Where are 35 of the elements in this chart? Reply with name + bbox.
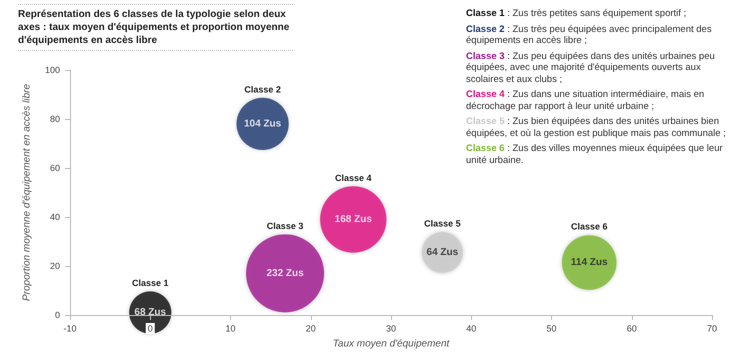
data-label: 64 Zus xyxy=(426,247,459,258)
y-tick-label: 100 xyxy=(44,65,60,75)
data-label: 232 Zus xyxy=(266,268,304,279)
series-label: Classe 4 xyxy=(335,172,372,183)
x-tick-label: -10 xyxy=(63,324,77,334)
x-tick-label: 10 xyxy=(225,324,236,334)
x-tick-label: 70 xyxy=(706,324,718,334)
x-tick-label: 40 xyxy=(466,324,476,334)
series-label: Classe 3 xyxy=(266,220,304,231)
data-label: 114 Zus xyxy=(570,257,608,268)
text: Classe 1 : Zus très petites sans équipement sportif ; xyxy=(466,8,686,19)
text: Classe 2 : Zus très peu équipées avec principalement des équipements en accès libre ; xyxy=(466,24,712,46)
y-tick-label: 0 xyxy=(54,310,60,320)
y-tick-label: 60 xyxy=(50,163,60,173)
annotation: Classe 3 : Zus peu équipées dans des unités urbaines peu équipées, avec une majorité d'équipements ouverts aux scolaires et aux clubs ; xyxy=(466,50,715,84)
x-tick-label: 0 xyxy=(148,324,153,334)
data-label: 168 Zus xyxy=(334,214,372,225)
chart-title: Représentation des 6 classes de la typologie selon deux axes : taux moyen d'équipements et proportion moyenne d'équipements en accès libre xyxy=(18,4,293,51)
x-tick-label: 20 xyxy=(306,324,316,334)
annotation: Classe 4 : Zus dans une situation intermédiaire, mais en décrochage par rapport à leur unité urbaine ; xyxy=(466,89,704,112)
x-tick-label: 60 xyxy=(626,324,637,334)
x-tick-label: 50 xyxy=(546,324,557,334)
series-label: Classe 5 xyxy=(424,218,461,229)
y-tick-label: 20 xyxy=(50,261,60,271)
x-tick-label: 30 xyxy=(386,324,396,334)
y-tick-label: 80 xyxy=(50,114,60,124)
data-label: 68 Zus xyxy=(134,307,167,318)
data-label: 104 Zus xyxy=(244,118,282,130)
series-label: Classe 2 xyxy=(244,84,281,94)
series-label: Classe 1 xyxy=(132,278,169,288)
y-tick-label: 40 xyxy=(50,212,60,222)
series-label: Classe 6 xyxy=(570,222,608,232)
y-axis-title: Proportion moyenne d'équipement en accès libre xyxy=(22,84,33,302)
annotation: Classe 6 : Zus des villes moyennes mieux équipées que leur unité urbaine. xyxy=(466,143,723,166)
x-axis-title: Taux moyen d'équipement xyxy=(332,338,451,350)
